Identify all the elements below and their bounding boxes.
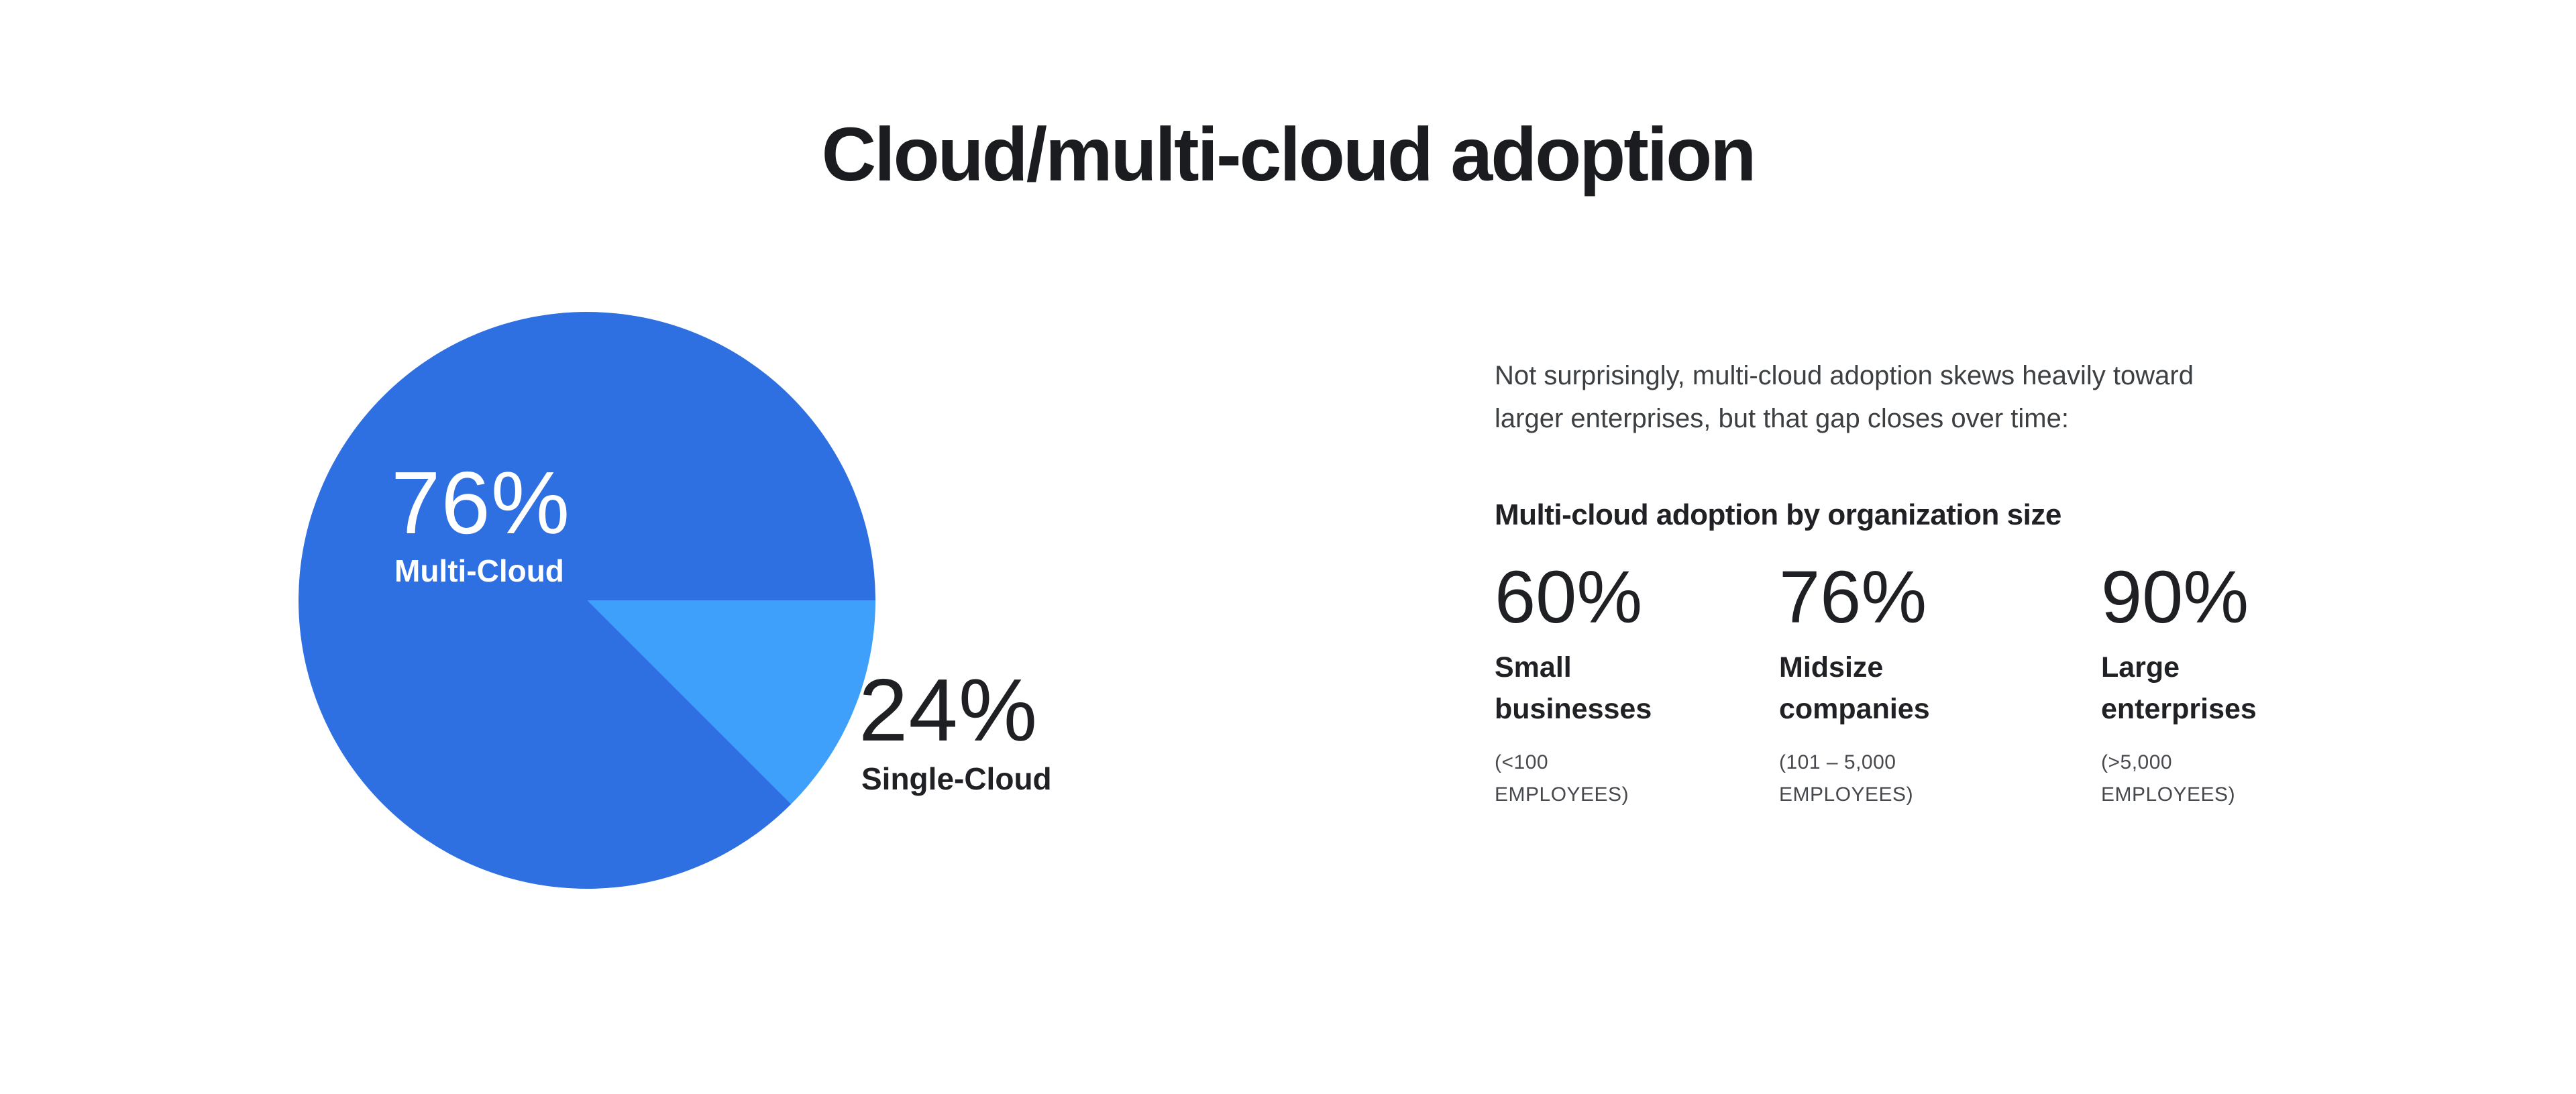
stat-sub-line-1: (101 – 5,000 [1779, 751, 1896, 773]
stat-sub-line-2: EMPLOYEES) [1495, 783, 1629, 806]
intro-line-1: Not surprisingly, multi-cloud adoption s… [1495, 361, 2194, 390]
multi-cloud-value-label: 76% [391, 453, 571, 552]
stat-name: Small businesses [1495, 647, 1652, 730]
single-cloud-value-label: 24% [859, 661, 1038, 759]
stat-sub-line-1: (<100 [1495, 751, 1549, 773]
stat-sublabel: (<100 EMPLOYEES) [1495, 747, 1629, 811]
stat-value: 76% [1779, 556, 1927, 639]
stat-name-line-1: Midsize [1779, 651, 1884, 683]
page-title: Cloud/multi-cloud adoption [821, 112, 1757, 197]
stat-sub-line-2: EMPLOYEES) [1779, 783, 1914, 806]
stat-name: Midsize companies [1779, 647, 1930, 730]
stat-name-line-2: enterprises [2101, 693, 2257, 725]
pie-chart [299, 312, 875, 889]
intro-paragraph: Not surprisingly, multi-cloud adoption s… [1495, 354, 2333, 440]
stat-name-line-2: companies [1779, 693, 1930, 725]
stat-name-line-1: Small [1495, 651, 1572, 683]
stat-name-line-2: businesses [1495, 693, 1652, 725]
stat-sublabel: (101 – 5,000 EMPLOYEES) [1779, 747, 1913, 811]
stats-heading: Multi-cloud adoption by organization siz… [1495, 498, 2061, 531]
intro-line-2: larger enterprises, but that gap closes … [1495, 404, 2069, 433]
stat-name: Large enterprises [2101, 647, 2257, 730]
single-cloud-name-label: Single-Cloud [861, 761, 1052, 796]
multi-cloud-name-label: Multi-Cloud [394, 553, 564, 588]
stat-sub-line-1: (>5,000 [2101, 751, 2173, 773]
stat-value: 60% [1495, 556, 1643, 639]
stat-sub-line-2: EMPLOYEES) [2101, 783, 2236, 806]
stat-value: 90% [2101, 556, 2249, 639]
stat-name-line-1: Large [2101, 651, 2180, 683]
stat-sublabel: (>5,000 EMPLOYEES) [2101, 747, 2235, 811]
